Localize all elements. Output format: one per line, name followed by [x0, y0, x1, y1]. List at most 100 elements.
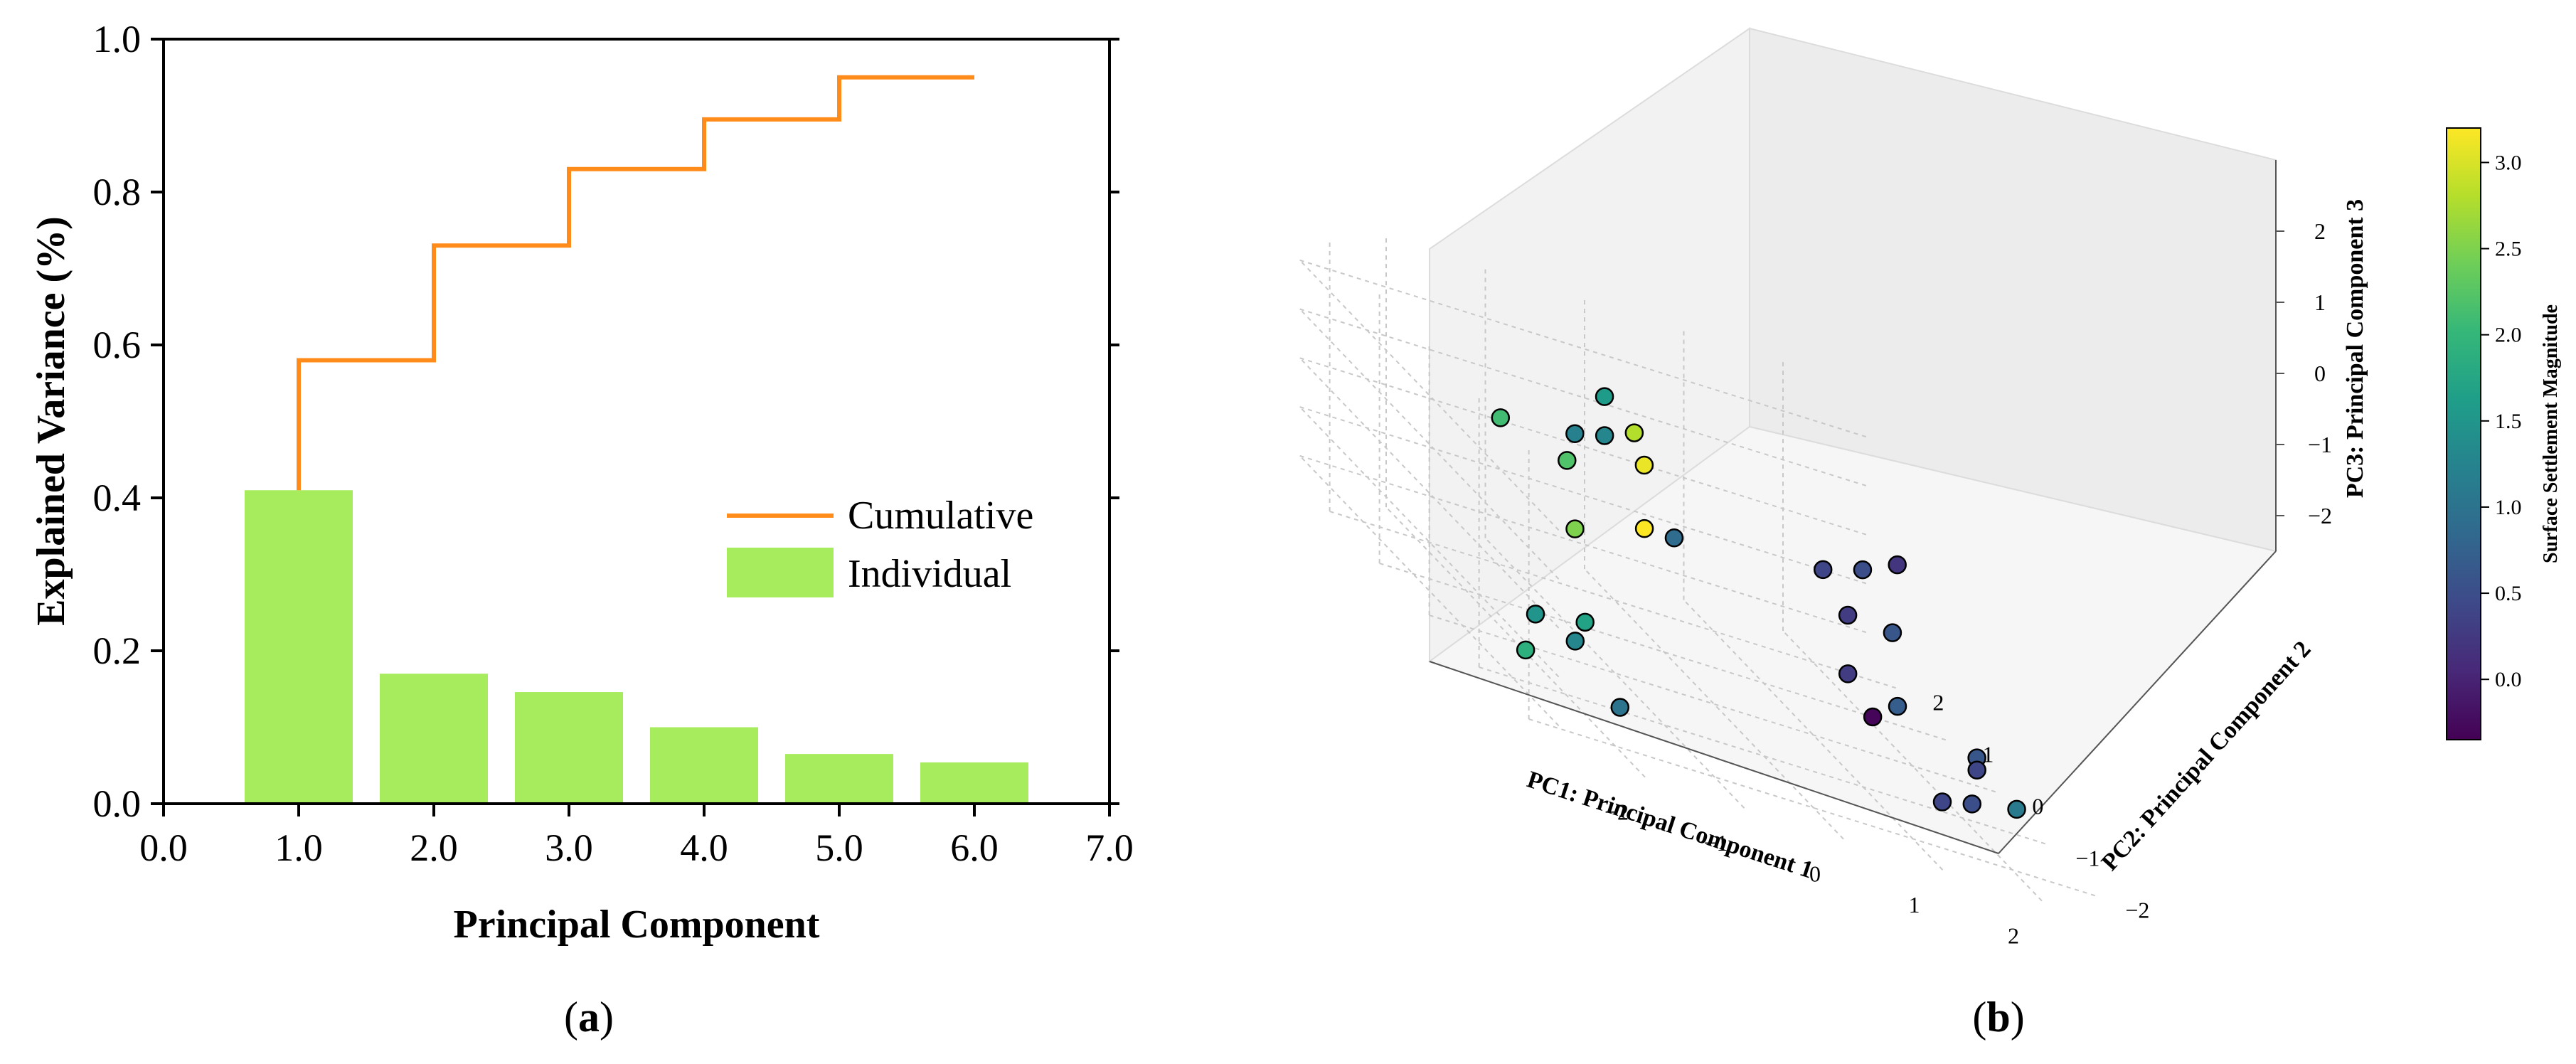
b-point — [1888, 696, 1907, 716]
b-point — [1565, 424, 1585, 443]
b-z-tick-label: −1 — [2308, 432, 2332, 457]
b-point — [1664, 528, 1684, 548]
b-y-tick-label: 0 — [2032, 794, 2043, 819]
b-y-tick-label: 1 — [1982, 742, 1994, 767]
b-x-tick-label: −1 — [1703, 830, 1728, 856]
b-z-tick-label: −2 — [2308, 503, 2332, 528]
b-grid-line — [1299, 406, 1870, 585]
b-point — [1565, 519, 1585, 538]
b-z-ticks: −2 −1 0 1 2 — [2276, 218, 2332, 528]
b-grid-line — [1299, 308, 1870, 488]
b-y-ticks: −2 −1 0 1 2 — [1932, 690, 2149, 923]
b-grid-line — [1782, 630, 2043, 902]
b-point — [1634, 455, 1654, 475]
b-x-tick-label: 1 — [1909, 892, 1920, 917]
b-y-axis-line — [1998, 550, 2277, 854]
a-x-tick-label: 4.0 — [680, 826, 728, 869]
b-grid-line — [1299, 357, 1560, 629]
b-colorbar-tick-label: 3.0 — [2495, 151, 2522, 174]
b-colorbar — [2446, 127, 2481, 740]
b-grid-line — [1528, 718, 2099, 898]
a-bar-1 — [245, 490, 353, 804]
b-point — [1813, 560, 1833, 580]
a-y-tick-label: 0.6 — [93, 324, 142, 366]
b-point — [1932, 792, 1952, 812]
b-point — [2007, 799, 2026, 819]
a-y-tick-label: 1.0 — [93, 18, 142, 60]
b-x-tick-label: 0 — [1809, 861, 1821, 887]
a-x-tick-label: 6.0 — [950, 826, 999, 869]
a-bar-5 — [785, 754, 893, 804]
a-bars — [245, 490, 1028, 804]
a-x-tick-label: 0.0 — [139, 826, 188, 869]
b-point — [1575, 612, 1595, 632]
a-bar-3 — [515, 692, 623, 804]
panel-b: −2 −1 0 1 2 −2 −1 0 1 2 −2 −1 0 1 2 PC1: Principal C… — [1299, 27, 2562, 1041]
b-point — [1526, 605, 1545, 624]
panel-a-caption: (a) — [564, 994, 614, 1041]
b-grid-line — [1299, 259, 1870, 439]
a-cumulative-line — [297, 75, 974, 491]
b-colorbar-tick-label: 0.0 — [2495, 668, 2522, 691]
b-y-tick-label: −1 — [2075, 846, 2099, 871]
a-x-tick-label: 2.0 — [410, 826, 458, 869]
b-point — [1595, 387, 1614, 406]
b-point — [1883, 623, 1902, 642]
b-grid-line — [1299, 406, 1560, 678]
b-x-ticks: −2 −1 0 1 2 — [1604, 799, 2019, 949]
b-point — [1491, 408, 1511, 427]
a-bar-2 — [380, 674, 488, 804]
a-x-axis-label: Principal Component — [454, 903, 820, 947]
b-colorbar-tick-label: 1.5 — [2495, 410, 2522, 433]
b-y-tick-label: 2 — [1932, 690, 1944, 715]
b-point — [1838, 605, 1858, 625]
b-colorbar-label: Surface Settlement Magnitude — [2540, 304, 2562, 563]
b-grid-line — [1329, 511, 1900, 690]
b-point — [1565, 632, 1585, 651]
b-z-axis-label: PC3: Principal Component 3 — [2342, 199, 2368, 498]
b-point — [1634, 518, 1654, 538]
b-grid-line — [1299, 260, 1560, 531]
b-grid-line — [1299, 308, 1560, 580]
a-y-tick-label: 0.0 — [93, 782, 142, 825]
a-y-tick-label: 0.8 — [93, 171, 142, 213]
a-legend-individual-swatch — [727, 548, 834, 597]
b-point — [1853, 560, 1873, 580]
b-colorbar-tick-label: 2.5 — [2495, 238, 2522, 261]
b-point — [1624, 423, 1644, 442]
b-point — [1888, 555, 1907, 575]
a-plot-frame — [162, 38, 1111, 805]
b-point — [1610, 698, 1630, 717]
b-grid-line — [1379, 563, 1949, 742]
b-grid-line — [1299, 357, 1870, 536]
b-x-axis-label: PC1: Principal Component 1 — [1524, 766, 1816, 883]
b-point — [1558, 451, 1577, 470]
b-point — [1516, 640, 1536, 660]
a-legend: Cumulative Individual — [727, 494, 1033, 597]
b-point — [1967, 760, 1986, 780]
b-x-axis-line — [1429, 661, 1999, 854]
a-y-tick-label: 0.2 — [93, 629, 142, 672]
a-legend-individual-label: Individual — [848, 552, 1011, 596]
b-point — [1838, 664, 1858, 683]
a-x-tick-label: 1.0 — [275, 826, 323, 869]
b-grid-line — [1299, 455, 1560, 727]
panel-a: 0.0 1.0 2.0 3.0 4.0 5.0 6.0 7.0 0.0 0.2 0.4 0.6 0.8… — [29, 18, 1134, 1041]
b-grid-line — [1683, 599, 1944, 871]
b-colorbar-tick-label: 1.0 — [2495, 496, 2522, 519]
b-grid — [1299, 238, 2099, 902]
b-grid-line — [1484, 537, 1745, 809]
b-grid-line — [1584, 568, 1844, 840]
b-colorbar-ticks: 0.0 0.5 1.0 1.5 2.0 2.5 3.0 — [2481, 151, 2522, 691]
a-x-tick-label: 3.0 — [545, 826, 593, 869]
b-points — [1491, 387, 2026, 819]
a-y-ticks: 0.0 0.2 0.4 0.6 0.8 1.0 — [93, 18, 1119, 825]
b-z-tick-label: 1 — [2314, 289, 2326, 315]
a-legend-cumulative-label: Cumulative — [848, 494, 1033, 538]
a-bar-6 — [920, 762, 1028, 804]
b-x-tick-label: 2 — [2008, 923, 2019, 949]
b-grid-line — [1479, 666, 2049, 846]
panel-b-caption: (b) — [1972, 994, 2024, 1041]
b-point — [1595, 426, 1614, 445]
